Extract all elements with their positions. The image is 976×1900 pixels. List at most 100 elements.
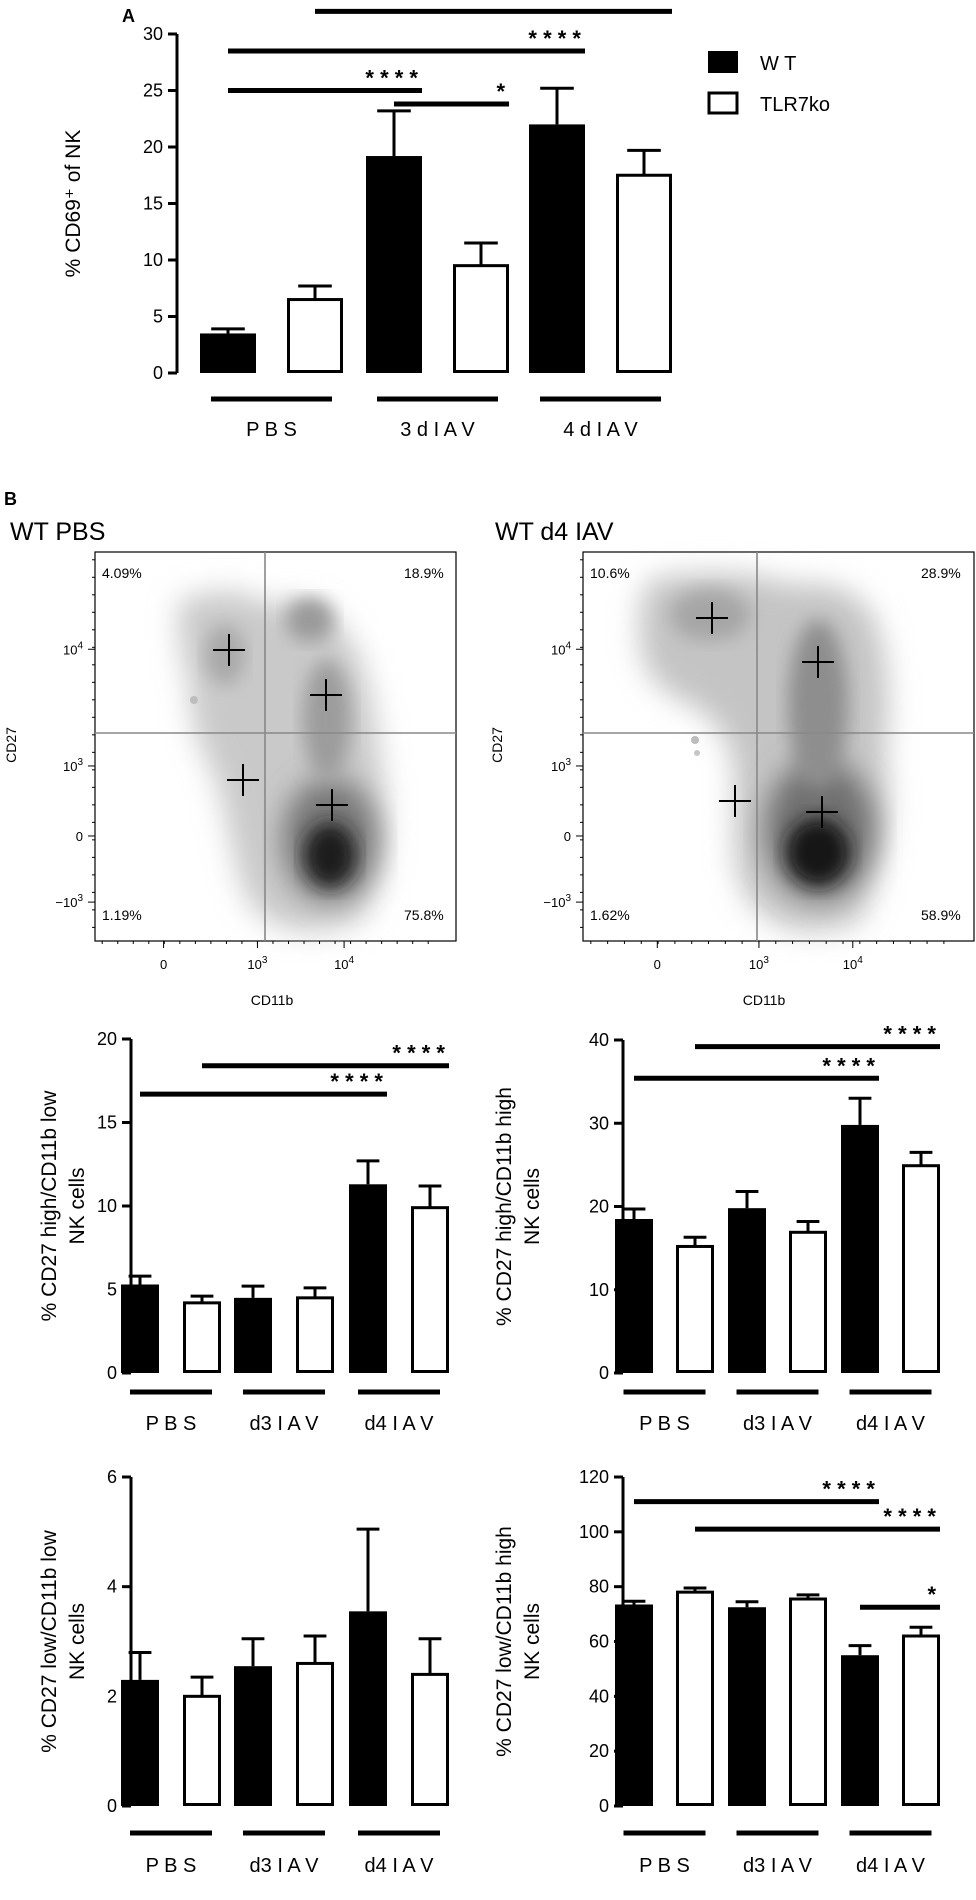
bar-tlr7ko: [789, 1597, 827, 1806]
density-peak: [786, 818, 850, 886]
density-cloud: [178, 591, 386, 932]
bar-chart-cd27low-cd11blow: 0 2 4 6 % CD27 low/CD11b low NK cells P B S d3 …: [38, 1467, 449, 1877]
bar-wt: [841, 1655, 879, 1806]
category-label: d4 I A V: [856, 1413, 926, 1435]
bar-wt: [841, 1124, 879, 1373]
category-label: 4 d I A V: [563, 419, 638, 441]
category-label: d4 I A V: [365, 1413, 435, 1435]
y-tick-label: 0: [599, 1796, 609, 1816]
y-tick-exponent: 4: [565, 640, 571, 651]
quadrant-ll: 1.62%: [590, 907, 630, 923]
significance-marker: * * * *: [883, 1504, 936, 1529]
quadrant-ur: 18.9%: [404, 565, 444, 581]
significance-marker: * * * *: [822, 1053, 875, 1078]
bar-tlr7ko: [902, 1164, 940, 1374]
bar-chart-cd69: 0 5 10 15 20 25 30 % CD69⁺ of NK P B S 3 d I A V 4…: [62, 0, 672, 441]
y-tick-label: 30: [143, 24, 163, 44]
centroid-cross: [310, 679, 342, 711]
y-tick-label: 25: [143, 81, 163, 101]
y-tick-exponent: 4: [77, 640, 83, 651]
bar-tlr7ko: [296, 1661, 334, 1807]
bar-wt: [121, 1679, 159, 1806]
bar-chart-cd27high-cd11blow: 0 5 10 15 20 % CD27 high/CD11b low NK cells P B…: [38, 1029, 449, 1435]
y-tick-label: 2: [107, 1686, 117, 1706]
y-tick-label: 0: [153, 363, 163, 383]
bar-wt: [529, 124, 585, 374]
significance-marker: * * * *: [615, 0, 668, 11]
y-axis-label: % CD27 low/CD11b low NK cells: [38, 1529, 89, 1752]
y-tick-label: 0: [107, 1796, 117, 1816]
y-tick-label: 100: [579, 1522, 609, 1542]
y-tick-label: 120: [579, 1467, 609, 1487]
bar-wt: [121, 1284, 159, 1373]
y-tick-exponent: 3: [77, 893, 83, 904]
bar-wt: [728, 1607, 766, 1806]
significance-marker: *: [927, 1582, 936, 1607]
category-label: d3 I A V: [743, 1855, 813, 1877]
bar-tlr7ko: [453, 264, 509, 373]
category-label: d4 I A V: [856, 1855, 926, 1877]
category-label: P B S: [639, 1413, 690, 1435]
bar-wt: [234, 1297, 272, 1373]
bar-tlr7ko: [411, 1672, 449, 1807]
y-tick-label: 20: [589, 1197, 609, 1217]
category-label: P B S: [146, 1855, 197, 1877]
centroid-cross: [802, 646, 834, 678]
centroid-cross: [696, 602, 728, 634]
significance-marker: * * * *: [883, 1022, 936, 1047]
y-tick-label: 20: [143, 137, 163, 157]
legend-swatch-tlr7ko: [707, 91, 739, 115]
panel-label-a: A: [122, 6, 135, 26]
x-tick-exponent: 3: [763, 955, 769, 966]
quadrant-ul: 10.6%: [590, 565, 630, 581]
y-tick-label: 103: [63, 757, 83, 774]
y-tick-label: 10: [143, 250, 163, 270]
flow-yticks-1: 104 103 0 −103: [543, 559, 583, 928]
y-axis-label-line: % CD27 high/CD11b low: [38, 1090, 61, 1322]
y-tick-label: 4: [107, 1577, 117, 1597]
y-tick-label: 0: [564, 829, 571, 844]
legend: W T TLR7ko: [707, 51, 830, 116]
bar-wt: [728, 1208, 766, 1373]
significance-marker: * * * *: [528, 26, 581, 51]
significance-marker: * * * *: [822, 1477, 875, 1502]
flow-plot-wt-pbs: WT PBS 4.09% 18.9% 1.19% 75.8% 0 103 104 1…: [3, 518, 457, 1008]
x-tick-label: 104: [334, 955, 354, 972]
category-label: P B S: [146, 1413, 197, 1435]
y-axis-label-line: NK cells: [66, 1167, 89, 1244]
flow-xlabel: CD11b: [743, 992, 786, 1008]
flow-yticks-0: 104 103 0 −103: [55, 559, 95, 928]
category-label: d4 I A V: [365, 1855, 435, 1877]
legend-label-wt: W T: [760, 53, 796, 75]
bar-tlr7ko: [296, 1296, 334, 1373]
quadrant-ur: 28.9%: [921, 565, 961, 581]
bar-wt: [615, 1604, 653, 1806]
flow-xticks-1: 0 103 104: [590, 941, 945, 972]
y-tick-label: 0: [599, 1363, 609, 1383]
y-tick-label: −103: [55, 893, 83, 910]
x-tick-label: 103: [247, 955, 267, 972]
y-tick-label: 15: [97, 1113, 117, 1133]
flow-plot-wt-d4-iav: WT d4 IAV 10.6% 28.9% 1.62% 58.9% 0 103 10…: [489, 518, 975, 1008]
y-axis-label-line: % CD27 low/CD11b low: [38, 1529, 61, 1752]
y-tick-label: 80: [589, 1577, 609, 1597]
flow-ylabel: CD27: [489, 727, 505, 763]
bar-tlr7ko: [411, 1206, 449, 1374]
y-tick-label: 30: [589, 1113, 609, 1133]
y-tick-label: −103: [543, 893, 571, 910]
y-tick-label: 5: [107, 1280, 117, 1300]
quadrant-ll: 1.19%: [102, 907, 142, 923]
flow-ylabel: CD27: [3, 727, 19, 763]
y-tick-label: 40: [589, 1030, 609, 1050]
y-tick-label: 0: [107, 1363, 117, 1383]
x-tick-label: 104: [843, 955, 863, 972]
category-label: d3 I A V: [250, 1855, 320, 1877]
bar-tlr7ko: [676, 1244, 714, 1373]
x-tick-label: 0: [654, 957, 661, 972]
flow-title: WT PBS: [10, 518, 105, 546]
bar-chart-cd27low-cd11bhigh: 0 20 40 60 80 100 120 % CD27 low/CD11b high NK c…: [493, 1467, 940, 1877]
bar-tlr7ko: [676, 1590, 714, 1807]
significance-marker: * * * *: [392, 1041, 445, 1066]
bar-chart-cd27high-cd11bhigh: 0 10 20 30 40 % CD27 high/CD11b high NK cells P…: [493, 1022, 940, 1435]
y-tick-label: 5: [153, 307, 163, 327]
